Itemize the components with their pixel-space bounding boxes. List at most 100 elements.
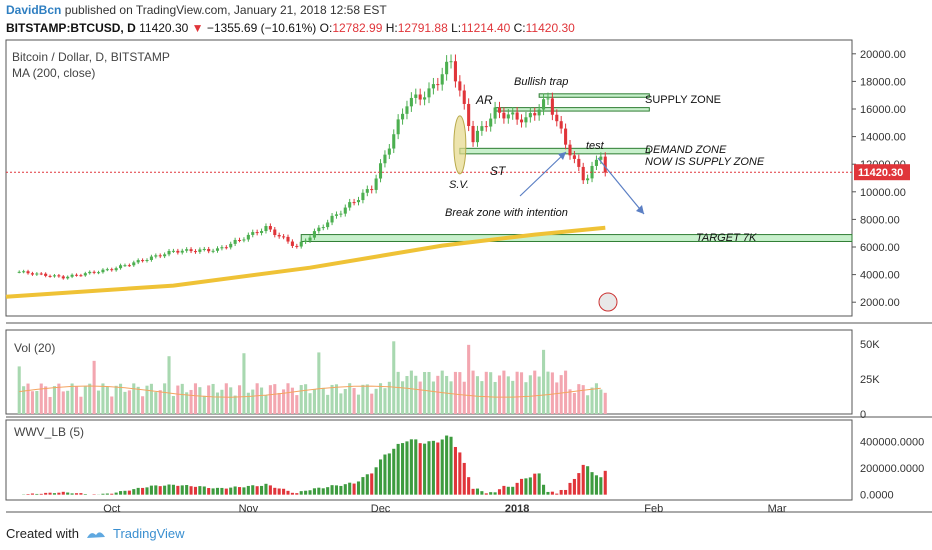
volume-bar [79,396,83,414]
volume-bar [321,387,325,414]
volume-bar [594,383,598,414]
osc-bar [326,487,330,495]
volume-bar [348,383,352,414]
osc-bar [132,489,136,495]
candle-body [141,260,145,262]
volume-bar [282,389,286,414]
volume-bar [44,386,48,414]
volume-bar [264,395,268,414]
volume-bar [96,390,101,414]
volume-bar [220,389,224,414]
osc-bar [387,453,391,495]
osc-bar [290,492,294,495]
close-value: 11420.30 [525,21,575,35]
candle-body [577,158,581,167]
price-tick-label: 18000.00 [860,76,906,88]
candle-body [511,112,515,115]
volume-bar [378,383,383,414]
volume-bar [374,388,378,414]
osc-bar [114,492,118,495]
volume-bar [361,384,365,414]
volume-bar [392,341,396,414]
candle-body [61,276,65,279]
candle-body [304,240,308,242]
candle-body [321,227,325,229]
volume-bar [308,393,312,414]
volume-bar [233,395,237,414]
break-arrow-line [519,151,567,197]
volume-bar [484,371,488,414]
candle-body [414,94,418,98]
osc-bar [242,487,246,495]
osc-bar [431,440,435,495]
osc-bar [577,473,581,495]
osc-bar [511,486,515,495]
volume-bar [489,372,493,414]
price-panel-title: Bitcoin / Dollar, D, BITSTAMP [12,50,170,64]
osc-bar [361,477,365,495]
volume-bar [136,386,140,414]
candle-body [198,249,202,252]
osc-bar [39,493,43,495]
candle-body [255,232,259,234]
osc-bar [70,493,74,495]
volume-bar [436,375,440,414]
volume-bar [462,381,466,414]
osc-bar [436,442,440,495]
price-change: −1355.69 (−10.61%) [206,21,317,35]
candle-body [542,99,546,110]
volume-bar [317,352,321,414]
candle-body [502,112,506,119]
osc-bar [555,493,559,495]
candle-body [123,265,127,267]
candle-body [163,254,167,257]
candle-body [224,247,228,249]
price-tick-label: 6000.00 [860,242,900,254]
last-price-tag-label: 11420.30 [858,167,903,179]
osc-bar [334,485,339,495]
osc-bar [401,443,405,495]
osc-bar [141,487,145,495]
volume-bar [497,375,502,414]
osc-bar [330,485,334,495]
candle-body [202,248,206,250]
volume-tick-label: 50K [860,339,880,351]
volume-bar [423,372,427,414]
candle-body [445,61,449,75]
tradingview-brand-link[interactable]: TradingView [112,526,185,541]
volume-bar [26,383,30,414]
volume-bar [189,389,193,414]
candle-body [57,275,61,277]
osc-bar [458,452,462,495]
volume-bar [141,396,145,414]
candle-body [361,192,365,201]
candle-body [207,248,211,252]
volume-bar [599,389,603,414]
candle-body [251,232,255,235]
volume-bar [326,394,330,414]
osc-bar [158,486,162,495]
volume-bar [383,388,387,414]
time-tick-label: Feb [644,503,663,515]
candle-body [44,273,48,276]
osc-bar [224,488,228,495]
author-link[interactable]: DavidBcn [6,3,62,17]
candle-body [101,269,105,273]
open-value: 12782.99 [332,21,383,35]
osc-bar [220,487,224,495]
demand-zone [459,147,650,155]
osc-bar [378,459,383,495]
candle-body [180,250,184,253]
osc-bar [502,485,506,495]
osc-bar [268,485,272,495]
volume-bar [268,385,272,414]
osc-bar [44,492,48,495]
candle-body [132,262,136,266]
osc-bar [251,485,255,495]
volume-bar [528,375,532,414]
candle-body [528,113,532,118]
volume-bar [304,384,308,414]
volume-bar [180,383,184,414]
volume-bar [471,370,475,414]
